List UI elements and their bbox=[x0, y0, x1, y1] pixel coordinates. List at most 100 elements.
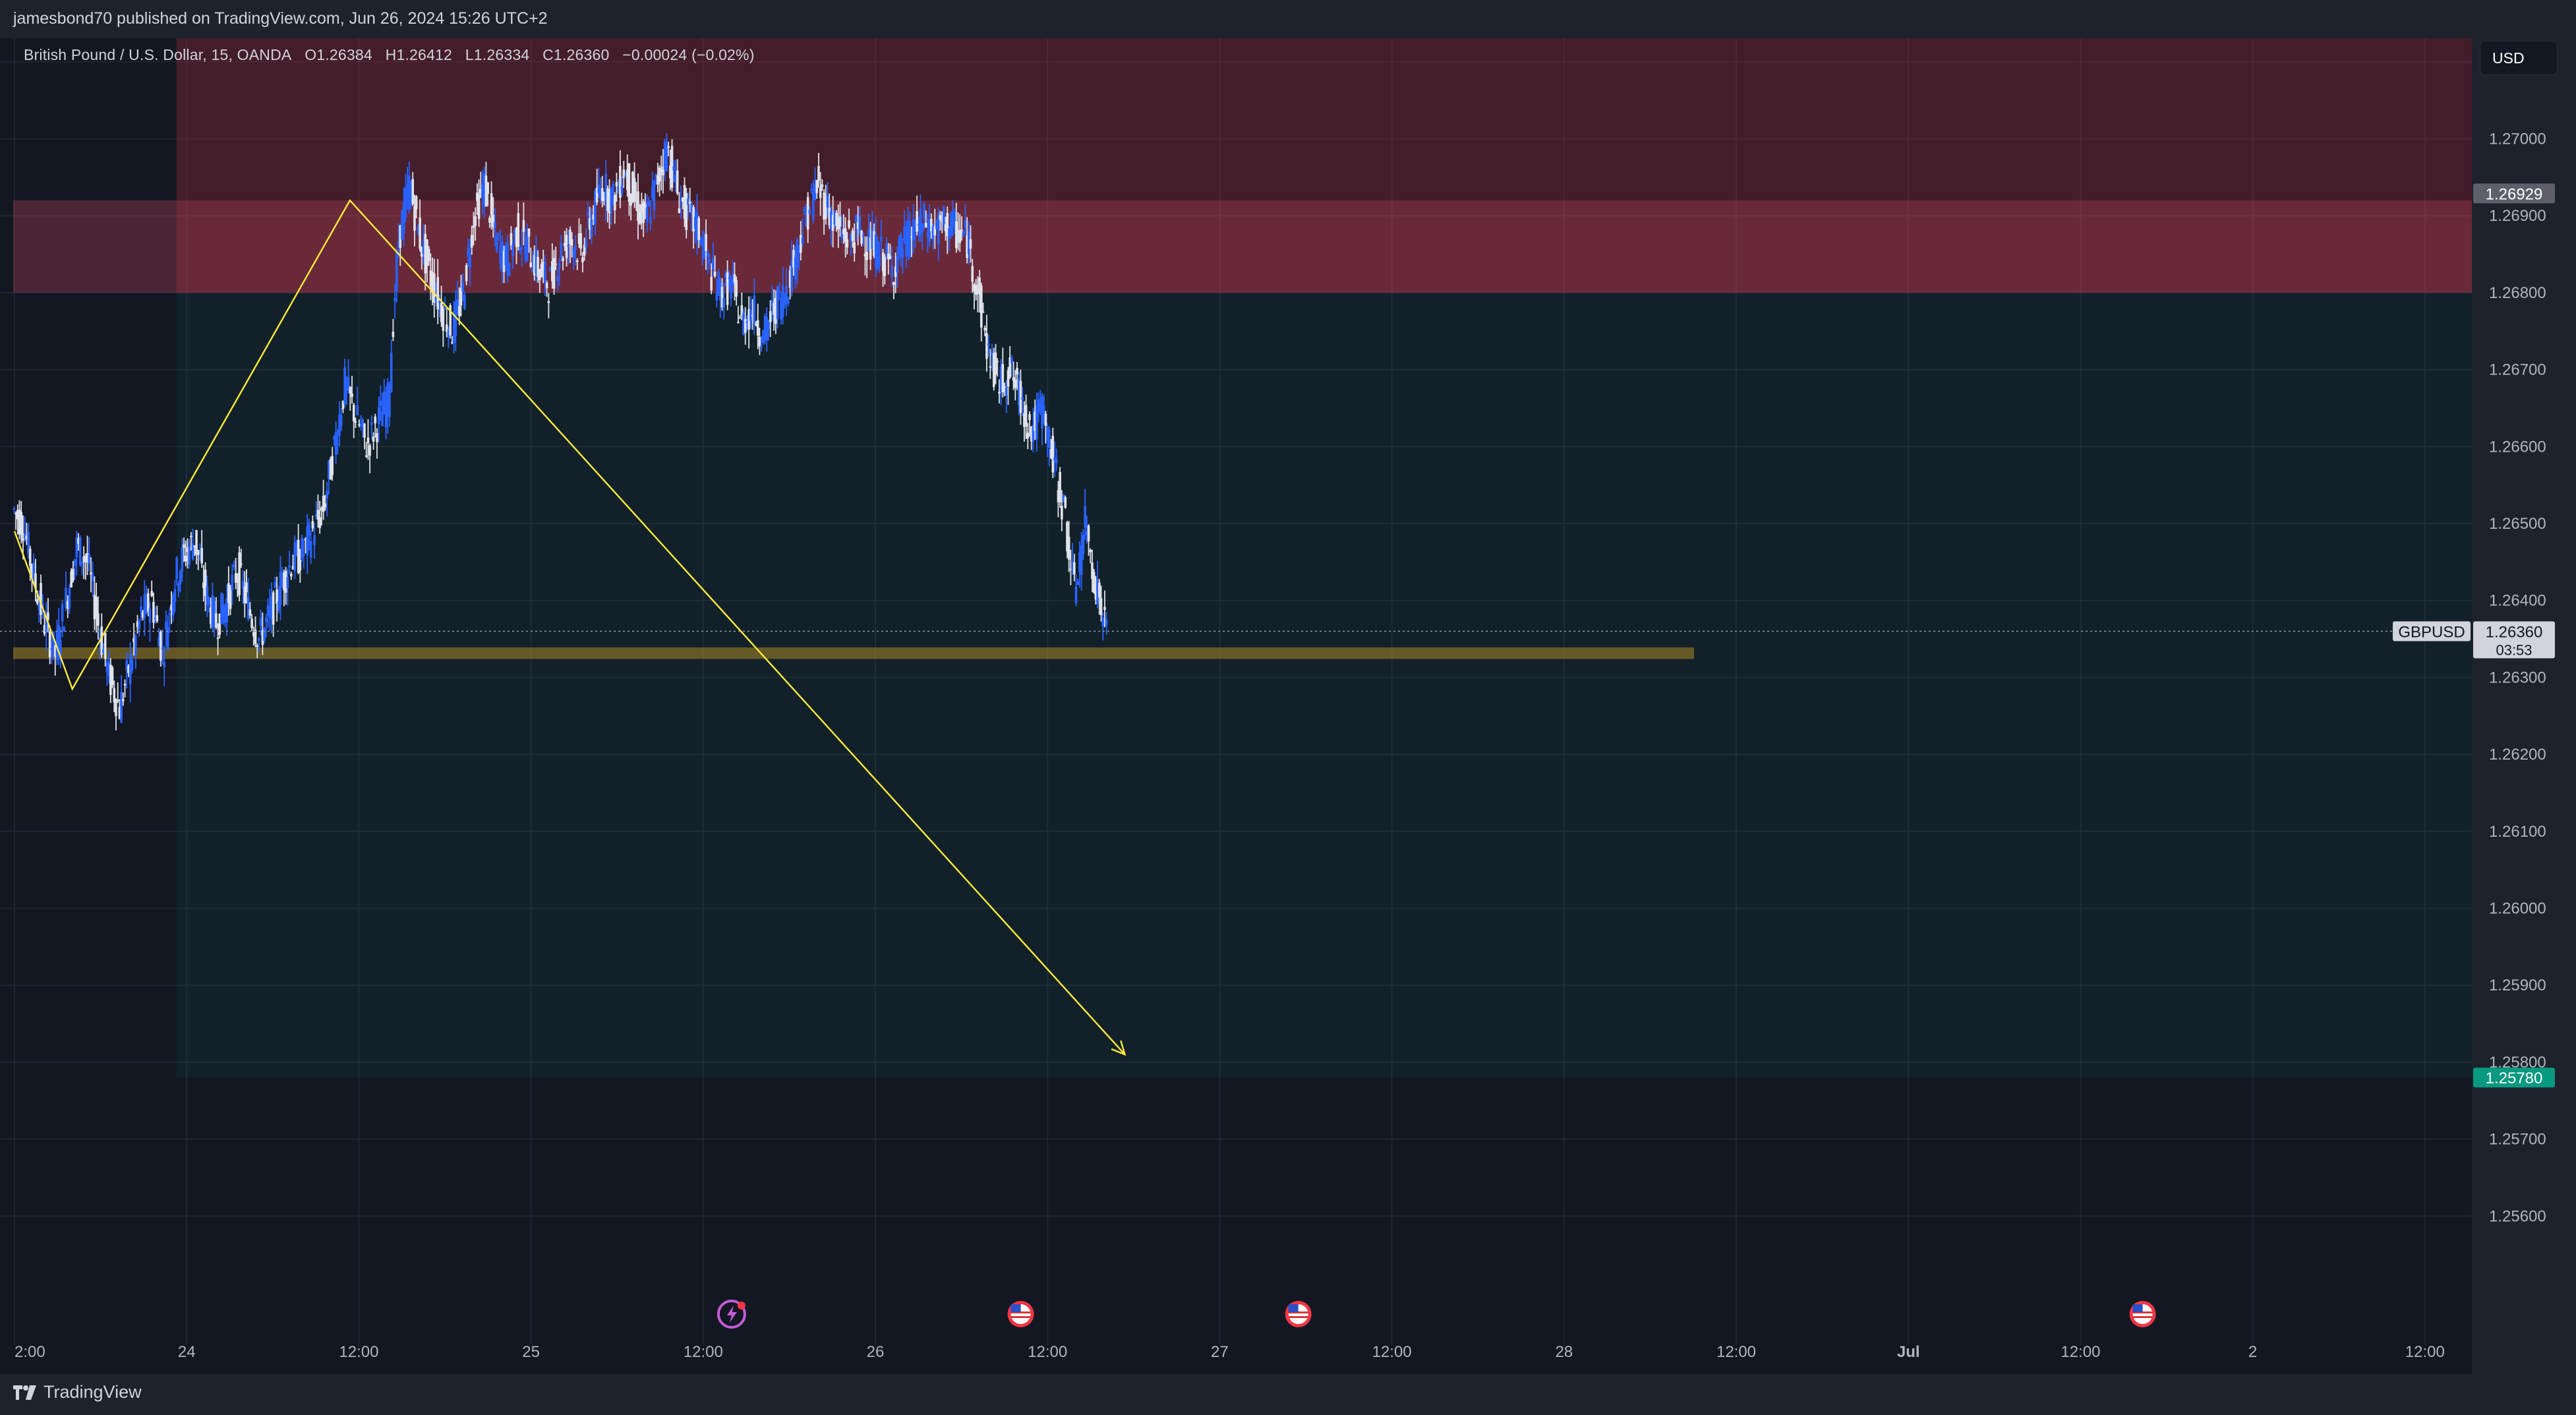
candle-body bbox=[537, 256, 539, 278]
candle-body bbox=[762, 330, 765, 343]
chart-area[interactable]: 1.271001.270001.269001.268001.267001.266… bbox=[0, 0, 2576, 1374]
candle-body bbox=[910, 236, 913, 238]
us-flag-icon bbox=[1285, 1301, 1312, 1327]
candle-body bbox=[693, 217, 697, 229]
candle-body bbox=[211, 595, 214, 628]
candle-body bbox=[889, 255, 892, 259]
candle-body bbox=[463, 295, 466, 309]
candle-body bbox=[508, 263, 511, 276]
candle-body bbox=[1055, 458, 1058, 464]
candle-body bbox=[181, 547, 184, 572]
candle-body bbox=[964, 220, 967, 229]
candle-body bbox=[301, 538, 303, 558]
candle-body bbox=[740, 305, 744, 316]
candle-body bbox=[771, 301, 774, 307]
candle-body bbox=[263, 628, 266, 642]
currency-button[interactable]: USD bbox=[2480, 41, 2558, 75]
candle-body bbox=[75, 537, 78, 558]
candle-body bbox=[236, 579, 239, 581]
candle-body bbox=[30, 565, 34, 574]
price-tick-label: 1.26500 bbox=[2489, 515, 2546, 533]
candle-body bbox=[615, 182, 618, 187]
candle-body bbox=[651, 186, 654, 198]
candle-body bbox=[798, 246, 800, 253]
candle-body bbox=[747, 309, 750, 330]
candle-body bbox=[705, 233, 707, 251]
candle-body bbox=[415, 196, 418, 210]
price-tick-label: 1.26600 bbox=[2489, 438, 2546, 456]
candle-body bbox=[145, 594, 148, 613]
candle-body bbox=[569, 229, 571, 245]
candle-body bbox=[855, 215, 858, 223]
support-zone bbox=[13, 647, 1694, 659]
candle-body bbox=[937, 212, 940, 245]
lightning-icon-ring bbox=[717, 1300, 746, 1329]
candle-body bbox=[828, 208, 831, 226]
candle-body bbox=[629, 194, 632, 206]
candle-body bbox=[490, 193, 493, 216]
candle-body bbox=[996, 361, 999, 363]
candle-body bbox=[887, 253, 890, 260]
candle-body bbox=[171, 595, 175, 616]
candle-body bbox=[751, 315, 754, 316]
candle-body bbox=[78, 537, 82, 566]
candle-body bbox=[638, 212, 641, 224]
candle-body bbox=[871, 229, 874, 249]
time-tick-label: 12:00 bbox=[1028, 1343, 1067, 1361]
candle-body bbox=[426, 239, 428, 266]
candle-body bbox=[1105, 619, 1108, 626]
candle-body bbox=[45, 618, 47, 633]
candle-body bbox=[896, 256, 899, 273]
candle-body bbox=[18, 510, 21, 535]
candle-body bbox=[844, 228, 847, 242]
candle-body bbox=[268, 606, 272, 617]
candle-body bbox=[103, 632, 107, 659]
candle-body bbox=[692, 207, 695, 232]
candle-body bbox=[628, 163, 631, 202]
candle-body bbox=[339, 415, 343, 427]
candle-body bbox=[345, 381, 348, 386]
bottom-bar: TradingView bbox=[0, 1374, 2576, 1415]
candle-body bbox=[645, 207, 649, 222]
candle-body bbox=[1003, 386, 1006, 392]
chart-canvas[interactable]: 1.271001.270001.269001.268001.267001.266… bbox=[0, 0, 2576, 1374]
candle-body bbox=[690, 204, 693, 215]
candle-body bbox=[381, 411, 384, 427]
candle-body bbox=[238, 552, 241, 595]
candle-body bbox=[867, 229, 870, 251]
candle-body bbox=[363, 423, 366, 438]
time-tick-label: 12:00 bbox=[684, 1343, 723, 1361]
candle-body bbox=[289, 574, 293, 577]
candle-body bbox=[688, 201, 691, 204]
candle-body bbox=[1074, 587, 1078, 603]
candle-body bbox=[254, 630, 257, 644]
candle-body bbox=[445, 324, 448, 332]
time-tick-label: 27 bbox=[1211, 1343, 1229, 1361]
candle-body bbox=[585, 239, 588, 248]
candle-body bbox=[432, 273, 436, 303]
candle-body bbox=[631, 171, 634, 202]
candle-body bbox=[680, 199, 682, 202]
candle-body bbox=[914, 236, 917, 238]
candle-body bbox=[941, 220, 943, 222]
candle-body bbox=[778, 291, 781, 293]
candle-body bbox=[823, 193, 825, 220]
candle-body bbox=[218, 613, 221, 635]
candle-body bbox=[48, 632, 51, 657]
candle-body bbox=[939, 215, 942, 220]
candle-body bbox=[703, 249, 706, 260]
candle-body bbox=[32, 562, 35, 579]
flag-stripe bbox=[1010, 1316, 1031, 1318]
candle-body bbox=[544, 262, 546, 283]
candle-body bbox=[247, 597, 250, 620]
candle-body bbox=[933, 226, 937, 236]
candle-body bbox=[401, 211, 403, 240]
candle-body bbox=[1069, 568, 1072, 570]
plot-background bbox=[0, 38, 2472, 1374]
tradingview-logo[interactable]: TradingView bbox=[13, 1382, 142, 1402]
candle-body bbox=[1086, 531, 1088, 535]
candle-body bbox=[916, 211, 918, 232]
candle-body bbox=[840, 233, 844, 239]
candle-body bbox=[204, 569, 207, 597]
candle-body bbox=[504, 245, 508, 265]
